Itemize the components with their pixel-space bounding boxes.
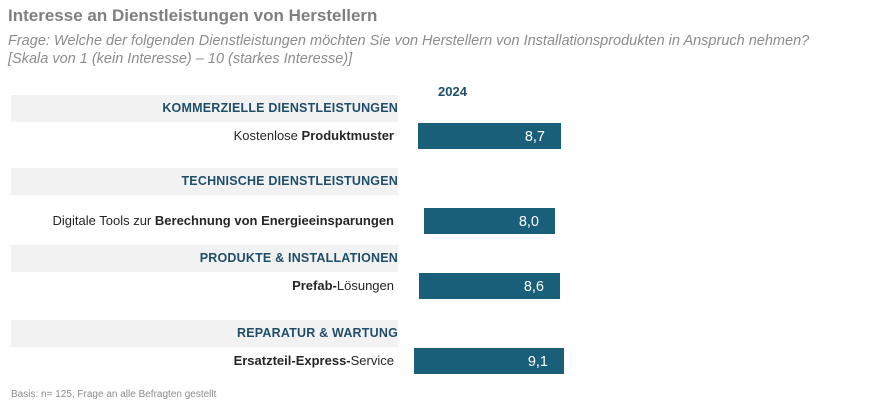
category-label: KOMMERZIELLE DIENSTLEISTUNGEN (162, 101, 398, 115)
item-label-plain: Kostenlose (233, 128, 302, 143)
subtitle-question: Frage: Welche der folgenden Dienstleistu… (8, 33, 810, 49)
series-label-2024: 2024 (438, 84, 467, 99)
category-label: PRODUKTE & INSTALLATIONEN (199, 251, 398, 265)
item-label-plain: Lösungen (336, 278, 394, 293)
item-label-bold: Berechnung von Energieeinsparungen (154, 213, 394, 228)
category-band (11, 245, 398, 272)
item-label-bold: Ersatzteil-Express- (233, 353, 351, 368)
bar-value-label: 9,1 (527, 354, 548, 370)
item-label-bold: Prefab- (292, 278, 337, 293)
bar-value-label: 8,0 (518, 214, 539, 230)
chart-title: Interesse an Dienstleistungen von Herste… (8, 6, 378, 25)
category-band (11, 95, 398, 122)
item-label-plain: Digitale Tools zur (52, 213, 155, 228)
item-label-plain: Service (350, 353, 394, 368)
category-band (11, 320, 398, 347)
bar: 8,6 (419, 273, 560, 299)
category-band (11, 168, 398, 195)
bar-value-label: 8,7 (524, 129, 545, 145)
item-label-bold: Produktmuster (301, 128, 394, 143)
bar: 8,7 (418, 123, 561, 149)
item-label: Prefab-Lösungen (292, 273, 394, 299)
item-label: Digitale Tools zur Berechnung von Energi… (53, 208, 394, 234)
item-label: Ersatzteil-Express-Service (234, 348, 394, 374)
item-label: Kostenlose Produktmuster (234, 123, 394, 149)
bar-value-label: 8,6 (523, 279, 544, 295)
bar: 8,0 (424, 208, 555, 234)
bar: 9,1 (414, 348, 564, 374)
footnote: Basis: n= 125, Frage an alle Befragten g… (11, 389, 217, 400)
category-label: REPARATUR & WARTUNG (237, 326, 398, 340)
subtitle-scale: [Skala von 1 (kein Interesse) – 10 (star… (8, 51, 353, 67)
chart-subtitle: Frage: Welche der folgenden Dienstleistu… (8, 32, 888, 68)
category-label: TECHNISCHE DIENSTLEISTUNGEN (181, 174, 398, 188)
